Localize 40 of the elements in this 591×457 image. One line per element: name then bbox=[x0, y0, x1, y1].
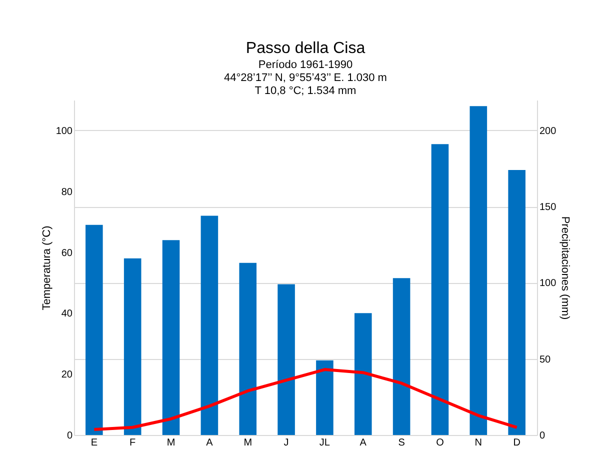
x-tick-label: S bbox=[398, 438, 406, 448]
y-tick-label: 80 bbox=[61, 186, 73, 198]
bar bbox=[316, 360, 334, 435]
y-tick-label: 40 bbox=[61, 308, 73, 320]
y-axis-title: Temperatura (°C) bbox=[40, 226, 53, 310]
x-tick-label: J bbox=[284, 438, 289, 448]
y-tick-label: 60 bbox=[61, 248, 73, 259]
y-tick-label: 0 bbox=[66, 430, 73, 442]
bar bbox=[392, 278, 410, 435]
bar bbox=[278, 284, 295, 435]
y2-tick-label: 150 bbox=[540, 202, 557, 214]
x-tick-label: F bbox=[130, 438, 136, 448]
bar bbox=[354, 313, 372, 435]
y2-axis-title: Precipitaciones (mm) bbox=[559, 216, 572, 320]
x-tick-label: JL bbox=[319, 438, 330, 448]
y2-tick-label: 50 bbox=[540, 354, 552, 366]
bar bbox=[470, 106, 488, 435]
x-tick-label: E bbox=[90, 438, 98, 448]
bar bbox=[239, 262, 257, 435]
bar bbox=[431, 144, 449, 435]
y-tick-label: 100 bbox=[56, 126, 73, 137]
x-tick-label: D bbox=[513, 438, 520, 448]
bar bbox=[508, 170, 526, 435]
bar bbox=[124, 258, 142, 435]
y2-tick-label: 0 bbox=[540, 430, 546, 442]
x-tick-label: O bbox=[436, 438, 444, 448]
x-tick-label: M bbox=[244, 438, 252, 448]
x-tick-label: A bbox=[360, 438, 367, 448]
y-tick-label: 20 bbox=[61, 370, 73, 381]
y2-tick-label: 100 bbox=[540, 278, 557, 290]
y2-tick-label: 200 bbox=[540, 126, 557, 137]
line-series bbox=[92, 368, 518, 432]
x-tick-label: M bbox=[166, 438, 176, 448]
x-tick-label: A bbox=[206, 438, 214, 448]
chart-subtitle: Período 1961-1990 44°28’17’’ N, 9°55’43’’ E. 1.030 m T 10,8 °C; 1.534 mm bbox=[224, 59, 387, 97]
bar bbox=[162, 240, 180, 435]
bar bbox=[86, 224, 103, 435]
bar bbox=[200, 216, 218, 435]
x-tick-label: N bbox=[474, 438, 482, 448]
chart-title: Passo della Cisa bbox=[246, 40, 366, 57]
